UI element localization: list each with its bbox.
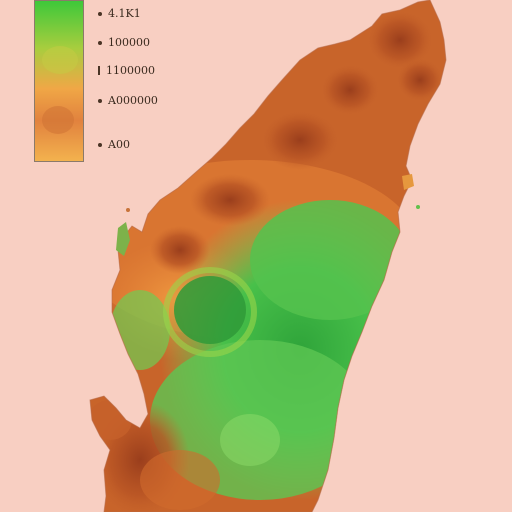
legend-texture — [42, 46, 78, 74]
legend-item: 100000 — [98, 36, 150, 49]
legend-gradient — [35, 0, 83, 161]
legend-item: 4.1K1 — [98, 7, 141, 20]
island — [126, 208, 130, 212]
legend-item: A00 — [98, 138, 130, 151]
legend-label: A00 — [108, 138, 130, 151]
island — [116, 222, 130, 256]
legend-tick — [98, 11, 102, 16]
legend-item: 1100000 — [98, 64, 155, 77]
legend-label: 4.1K1 — [108, 7, 141, 20]
legend-label: A000000 — [108, 94, 158, 107]
legend-label: 1100000 — [106, 64, 155, 77]
legend-tick — [98, 98, 102, 103]
island — [402, 174, 414, 190]
legend-frame — [34, 0, 84, 162]
legend-tick — [98, 142, 102, 147]
legend-item: A000000 — [98, 94, 158, 107]
legend-label: 100000 — [108, 36, 150, 49]
island — [416, 205, 420, 209]
coastline — [89, 0, 447, 512]
legend-tick — [98, 66, 100, 75]
legend-texture — [42, 106, 74, 134]
legend-tick — [98, 40, 102, 45]
